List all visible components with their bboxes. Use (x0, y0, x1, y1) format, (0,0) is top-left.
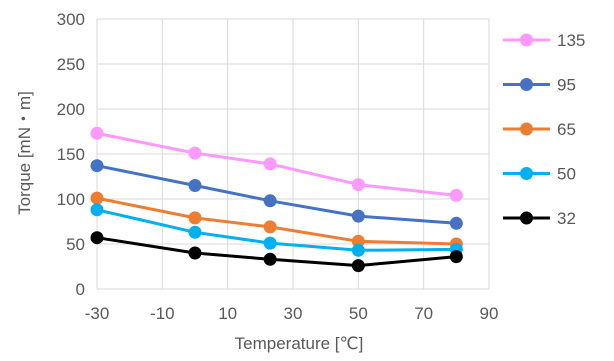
legend-label-135: 135 (557, 31, 585, 50)
y-axis-title: Torque [mN・m] (15, 91, 34, 215)
data-point-135 (449, 188, 463, 202)
data-point-135 (188, 146, 202, 160)
legend-label-95: 95 (557, 76, 576, 95)
data-point-50 (188, 225, 202, 239)
legend-marker-65 (520, 122, 533, 136)
x-tick-label: -10 (150, 304, 175, 323)
data-point-65 (263, 220, 277, 234)
legend-marker-135 (520, 33, 533, 47)
data-point-65 (90, 191, 104, 205)
y-tick-label: 100 (57, 190, 85, 209)
plot-area (90, 126, 463, 273)
y-tick-label: 200 (57, 100, 85, 119)
legend-label-50: 50 (557, 165, 576, 184)
y-tick-label: 250 (57, 55, 85, 74)
data-point-95 (351, 209, 365, 223)
data-point-95 (263, 194, 277, 208)
legend-label-65: 65 (557, 120, 576, 139)
data-point-135 (90, 126, 104, 140)
x-tick-label: 10 (218, 304, 237, 323)
data-point-50 (90, 203, 104, 217)
data-point-32 (449, 250, 463, 264)
x-tick-label: 50 (349, 304, 368, 323)
x-tick-label: 30 (284, 304, 303, 323)
x-tick-label: 70 (414, 304, 433, 323)
data-point-95 (90, 159, 104, 173)
y-tick-label: 150 (57, 145, 85, 164)
x-tick-label: 90 (480, 304, 499, 323)
data-point-32 (188, 246, 202, 260)
data-point-32 (351, 259, 365, 273)
x-axis-title: Temperature [℃] (235, 334, 364, 353)
y-tick-label: 0 (76, 280, 85, 299)
axes: 0 50 100 150 200 250 300 -30 -10 10 30 50 70 90 (57, 10, 499, 323)
x-tick-label: -30 (85, 304, 110, 323)
data-point-32 (263, 252, 277, 266)
data-point-50 (351, 243, 365, 257)
data-point-65 (351, 234, 365, 248)
legend-marker-32 (520, 211, 533, 225)
legend: 135 95 65 50 32 (503, 31, 585, 228)
data-point-95 (188, 179, 202, 192)
legend-label-32: 32 (557, 209, 576, 228)
data-point-65 (188, 211, 202, 225)
data-point-135 (263, 157, 277, 171)
y-tick-label: 50 (66, 235, 85, 254)
y-tick-label: 300 (57, 10, 85, 29)
data-point-135 (351, 178, 365, 192)
series-line-95 (95, 164, 458, 225)
legend-marker-95 (520, 78, 533, 91)
data-point-50 (263, 236, 277, 250)
series-line-135 (95, 131, 458, 197)
legend-marker-50 (520, 167, 533, 180)
data-point-95 (449, 216, 463, 230)
data-point-32 (90, 231, 104, 245)
